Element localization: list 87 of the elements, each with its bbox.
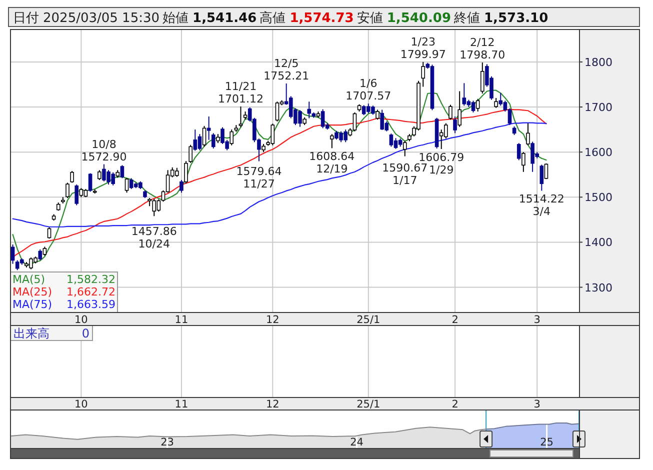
candlestick xyxy=(516,142,521,161)
candlestick xyxy=(307,101,312,119)
candlestick xyxy=(206,116,211,140)
candlestick xyxy=(330,134,334,149)
text: 日付 2025/03/05 15:30 xyxy=(13,11,160,26)
text: 安値 1,540.09 xyxy=(356,10,451,26)
text: MA(75) 1,663.59 xyxy=(12,298,116,311)
y-tick-label: 1300 xyxy=(584,281,612,294)
annotation: 12/5 1752.21 xyxy=(264,56,310,82)
candlestick xyxy=(88,172,92,192)
text: 始値 1,541.46 xyxy=(162,11,257,26)
category-label: 12 xyxy=(266,398,280,410)
annotation: 1608.64 12/19 xyxy=(309,150,355,176)
x-tick-label: 3 xyxy=(534,314,540,326)
candlestick xyxy=(202,125,206,148)
candlestick xyxy=(471,100,476,113)
candlestick xyxy=(98,170,102,181)
category-label: 10 xyxy=(74,398,88,410)
annotation: 1/6 1707.57 xyxy=(346,77,392,103)
candlestick xyxy=(462,82,466,106)
text: 終値 1,573.10 xyxy=(453,11,548,26)
candlestick xyxy=(448,104,452,120)
text: 高値 1,574.73 xyxy=(260,10,354,26)
y-tick-label: 1600 xyxy=(584,146,612,160)
candlestick xyxy=(70,170,74,184)
candlestick xyxy=(458,90,462,128)
candlestick xyxy=(480,62,484,94)
text: MA(25) 1,662.72 xyxy=(12,286,116,298)
candlestick xyxy=(10,244,15,264)
annotation: 1/23 1799.97 xyxy=(400,35,446,61)
x-tick-label: 23 xyxy=(160,436,174,448)
candlestick xyxy=(522,152,526,172)
candlestick xyxy=(180,180,184,194)
category-label: 11 xyxy=(174,398,188,410)
candlestick xyxy=(238,106,243,128)
candlestick xyxy=(184,160,188,184)
y-tick-label: 1800 xyxy=(584,56,612,69)
candlestick xyxy=(421,61,426,88)
candlestick xyxy=(540,164,544,192)
candlestick xyxy=(47,226,52,240)
candlestick xyxy=(42,246,47,256)
category-label: 25/1 xyxy=(356,398,380,410)
annotation: 11/21 1701.12 xyxy=(218,80,264,106)
x-tick-label: 25/1 xyxy=(356,314,380,326)
candlestick xyxy=(476,98,480,112)
candlestick xyxy=(389,133,394,148)
candlestick xyxy=(402,140,407,157)
candlestick xyxy=(74,184,79,206)
candlestick xyxy=(498,92,503,106)
candlestick xyxy=(526,122,530,146)
text: MA(5) 1,582.32 xyxy=(12,273,116,286)
candlestick xyxy=(216,134,220,144)
category-label: 3 xyxy=(534,398,540,410)
x-tick-label: 11 xyxy=(174,314,188,326)
x-tick-label: 24 xyxy=(350,436,364,448)
candlestick xyxy=(352,112,357,132)
x-tick-label: 2 xyxy=(452,314,458,326)
y-tick-label: 1400 xyxy=(584,236,612,250)
annotation: 2/12 1798.70 xyxy=(460,36,506,62)
category-label: 2 xyxy=(452,398,458,410)
x-tick-label: 10 xyxy=(74,314,88,326)
x-tick-label: 25 xyxy=(540,436,554,448)
candlestick xyxy=(66,182,70,199)
candlestick xyxy=(453,116,457,134)
candlestick xyxy=(124,178,129,194)
annotation: 1590.67 1/17 xyxy=(382,161,428,187)
candlestick xyxy=(79,188,84,198)
candlestick xyxy=(211,132,216,149)
candlestick xyxy=(193,129,198,152)
text: 0 xyxy=(82,326,90,340)
annotation: 1514.22 3/4 xyxy=(518,192,564,218)
candlestick xyxy=(494,97,498,108)
candlestick xyxy=(188,144,192,164)
candlestick xyxy=(230,129,234,146)
annotation: 1579.64 11/27 xyxy=(236,165,282,190)
annotation: 1457.86 10/24 xyxy=(131,224,177,250)
candlestick xyxy=(120,164,124,179)
candlestick xyxy=(38,248,42,261)
x-tick-label: 12 xyxy=(266,314,280,326)
candlestick xyxy=(544,162,548,180)
text: 出来高 xyxy=(14,326,50,340)
candlestick xyxy=(275,101,280,122)
candlestick xyxy=(376,109,380,120)
candlestick xyxy=(394,138,398,150)
annotation: 10/8 1572.90 xyxy=(81,138,127,164)
y-tick-label: 1500 xyxy=(584,191,612,204)
y-tick-label: 1700 xyxy=(584,101,612,114)
